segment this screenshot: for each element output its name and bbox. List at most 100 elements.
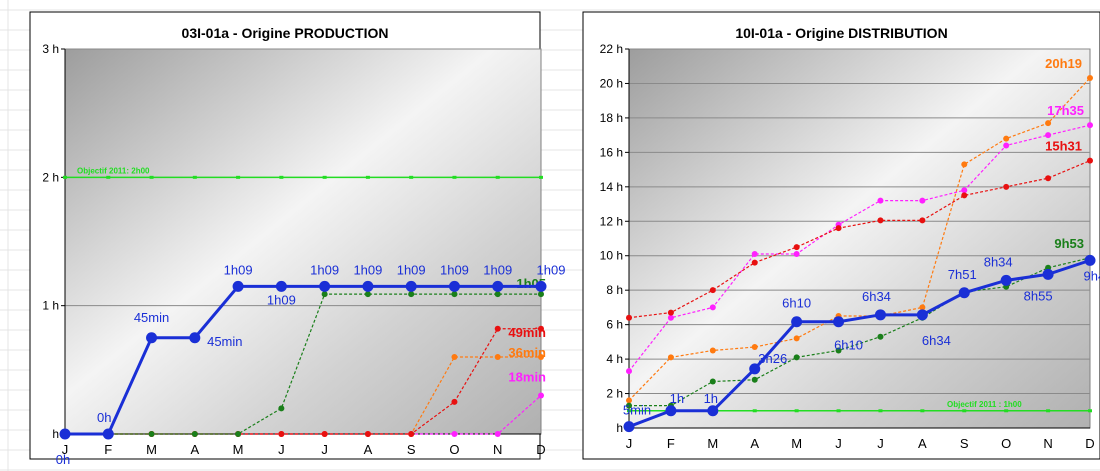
series-point[interactable] [877,217,884,224]
series-point[interactable] [877,333,884,340]
series-point[interactable] [494,354,501,360]
series-point[interactable] [835,347,842,354]
series-point[interactable] [494,431,501,437]
x-tick-label: D [536,442,545,457]
series-point[interactable] [667,314,674,321]
series-point[interactable] [408,431,415,437]
series-point[interactable] [408,291,415,298]
series-point[interactable] [751,376,758,383]
main-series-point[interactable] [749,363,761,375]
series-point[interactable] [1045,175,1052,182]
series-point[interactable] [626,314,632,321]
series-point[interactable] [321,431,328,437]
main-series-point[interactable] [623,421,635,433]
series-point[interactable] [1045,120,1052,127]
main-series-point[interactable] [275,280,287,292]
main-series-point[interactable] [874,309,886,321]
series-point[interactable] [1003,183,1010,190]
series-point[interactable] [321,291,328,298]
objective-marker [1046,409,1051,413]
series-point[interactable] [667,309,674,316]
series-point[interactable] [494,325,501,332]
series-point[interactable] [1087,157,1093,164]
series-point[interactable] [793,244,800,251]
main-series-point[interactable] [791,316,803,328]
main-series-point[interactable] [319,280,331,292]
x-tick-label: N [1043,436,1052,451]
distribution-chart[interactable]: 10I-01a - Origine DISTRIBUTION h 2 h 4 h 6 h… [582,11,1100,460]
series-point[interactable] [1003,142,1010,149]
series-point[interactable] [835,225,842,232]
main-series-point[interactable] [535,280,547,292]
series-point[interactable] [626,397,632,404]
series-point[interactable] [538,392,544,399]
series-point[interactable] [919,197,926,204]
series-point[interactable] [1087,74,1093,81]
production-chart[interactable]: 03I-01a - Origine PRODUCTION h 1 h 2 h 3 h J F… [29,11,565,467]
series-point[interactable] [278,431,285,437]
series-point[interactable] [919,304,926,311]
main-series-point[interactable] [1000,274,1012,286]
series-end-label: 17h35 [1047,103,1084,118]
x-tick-label: J [321,442,328,457]
main-series-point[interactable] [665,405,677,417]
main-series-point[interactable] [916,309,928,321]
series-point[interactable] [626,402,632,409]
main-series-point[interactable] [1042,268,1054,280]
series-point[interactable] [793,335,800,342]
series-point[interactable] [1045,132,1052,139]
series-point[interactable] [626,368,632,375]
series-point[interactable] [961,187,968,194]
main-series-point[interactable] [448,280,460,292]
main-series-point[interactable] [1084,254,1096,266]
series-point[interactable] [709,378,716,385]
data-label: 6h10 [782,296,811,311]
series-point[interactable] [709,304,716,311]
series-point[interactable] [364,431,371,437]
series-point[interactable] [751,344,758,351]
series-point[interactable] [364,291,371,298]
series-point[interactable] [961,192,968,199]
series-point[interactable] [919,217,926,224]
main-series-point[interactable] [833,316,845,328]
main-series-point[interactable] [146,332,158,344]
main-series-point[interactable] [405,280,417,292]
main-series-point[interactable] [492,280,504,292]
series-point[interactable] [538,354,544,360]
series-point[interactable] [451,431,458,437]
series-point[interactable] [278,405,285,412]
series-point[interactable] [709,287,716,294]
series-point[interactable] [538,291,544,298]
main-series-point[interactable] [102,428,114,440]
series-point[interactable] [877,197,884,204]
series-point[interactable] [494,291,501,298]
series-point[interactable] [1087,122,1093,129]
main-series-point[interactable] [362,280,374,292]
series-point[interactable] [793,354,800,361]
series-point[interactable] [451,291,458,298]
series-point[interactable] [451,398,458,405]
series-point[interactable] [961,161,968,168]
x-tick-label: A [364,442,373,457]
series-point[interactable] [793,251,800,258]
main-series-point[interactable] [59,428,71,440]
objective-marker [149,175,154,179]
series-point[interactable] [451,354,458,360]
series-point[interactable] [709,347,716,354]
main-series-point[interactable] [707,405,719,417]
main-series-point[interactable] [232,280,244,292]
series-point[interactable] [667,354,674,361]
series-point[interactable] [191,431,198,437]
series-point[interactable] [148,431,155,437]
main-series-point[interactable] [958,287,970,299]
series-point[interactable] [538,325,544,332]
x-tick-label: A [918,436,927,451]
objective-marker [962,409,967,413]
series-point[interactable] [751,259,758,266]
data-label: 1h09 [224,262,253,277]
series-point[interactable] [235,431,242,437]
main-series-point[interactable] [189,332,201,344]
data-label: 8h55 [1024,288,1053,303]
series-point[interactable] [751,251,758,258]
series-point[interactable] [1003,135,1010,142]
